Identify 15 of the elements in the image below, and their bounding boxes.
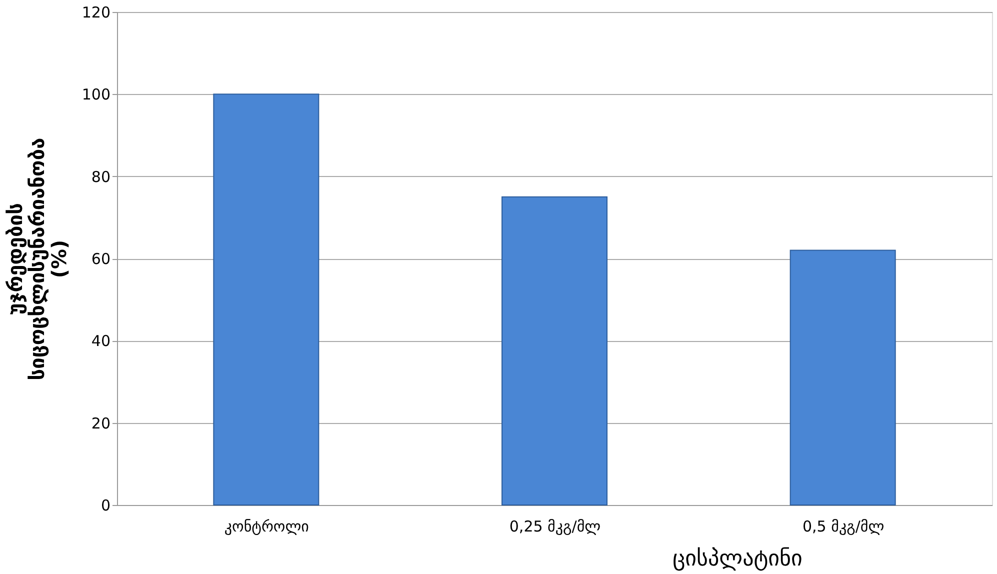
y-tick-label: 80 <box>91 168 110 186</box>
y-tick-label: 40 <box>91 332 110 350</box>
x-tick-label: კონტროლი <box>224 518 310 536</box>
text: უჯრედების <box>2 203 27 315</box>
y-tick-label: 120 <box>82 4 110 22</box>
y-tick-label: 60 <box>91 250 110 268</box>
bar <box>502 196 608 506</box>
bar <box>790 250 896 506</box>
y-tick-label: 100 <box>82 86 110 104</box>
x-tick-label: 0,5 მკგ/მლ <box>802 518 884 536</box>
y-tick-label: 20 <box>91 414 110 432</box>
x-axis-title: ცისპლატინი <box>672 546 802 572</box>
x-tick-label: 0,25 მკგ/მლ <box>509 518 601 536</box>
y-tick-label: 0 <box>100 496 110 514</box>
bar <box>213 94 320 506</box>
